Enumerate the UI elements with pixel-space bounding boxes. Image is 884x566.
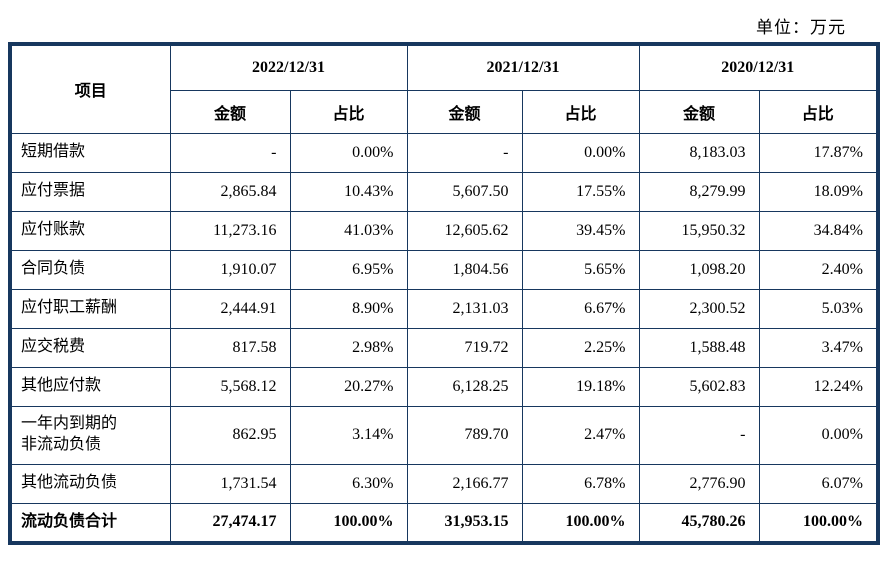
amount-cell: 2,300.52 bbox=[638, 288, 760, 329]
ratio-cell: 19.18% bbox=[521, 366, 640, 407]
ratio-header-2020: 占比 bbox=[758, 89, 879, 134]
ratio-cell: 5.65% bbox=[521, 249, 640, 290]
ratio-cell: 2.40% bbox=[758, 249, 879, 290]
item-cell: 一年内到期的 非流动负债 bbox=[9, 405, 171, 465]
table-row: 其他应付款 5,568.12 20.27% 6,128.25 19.18% 5,… bbox=[9, 366, 879, 407]
item-cell: 应付账款 bbox=[9, 210, 171, 251]
date-header-2021: 2021/12/31 bbox=[406, 43, 640, 91]
unit-label: 单位：万元 bbox=[756, 18, 846, 37]
ratio-cell: 41.03% bbox=[289, 210, 408, 251]
ratio-cell: 6.95% bbox=[289, 249, 408, 290]
amount-cell: 31,953.15 bbox=[406, 502, 523, 544]
ratio-cell: 6.07% bbox=[758, 463, 879, 504]
ratio-cell: 34.84% bbox=[758, 210, 879, 251]
amount-cell: 5,602.83 bbox=[638, 366, 760, 407]
amount-cell: 1,804.56 bbox=[406, 249, 523, 290]
table-row: 短期借款 - 0.00% - 0.00% 8,183.03 17.87% bbox=[9, 132, 879, 173]
item-column-header: 项目 bbox=[9, 43, 171, 134]
ratio-cell: 5.03% bbox=[758, 288, 879, 329]
amount-cell: 6,128.25 bbox=[406, 366, 523, 407]
amount-cell: 15,950.32 bbox=[638, 210, 760, 251]
ratio-cell: 2.25% bbox=[521, 327, 640, 368]
item-cell: 其他应付款 bbox=[9, 366, 171, 407]
ratio-cell: 0.00% bbox=[521, 132, 640, 173]
table-row: 合同负债 1,910.07 6.95% 1,804.56 5.65% 1,098… bbox=[9, 249, 879, 290]
ratio-cell: 2.47% bbox=[521, 405, 640, 465]
table-row: 应付票据 2,865.84 10.43% 5,607.50 17.55% 8,2… bbox=[9, 171, 879, 212]
amount-cell: 2,166.77 bbox=[406, 463, 523, 504]
amount-cell: 2,131.03 bbox=[406, 288, 523, 329]
ratio-cell: 12.24% bbox=[758, 366, 879, 407]
ratio-cell: 18.09% bbox=[758, 171, 879, 212]
ratio-cell: 8.90% bbox=[289, 288, 408, 329]
item-cell: 流动负债合计 bbox=[9, 502, 171, 544]
ratio-cell: 39.45% bbox=[521, 210, 640, 251]
amount-cell: 2,444.91 bbox=[169, 288, 291, 329]
ratio-header-2021: 占比 bbox=[521, 89, 640, 134]
amount-cell: 817.58 bbox=[169, 327, 291, 368]
ratio-cell: 6.78% bbox=[521, 463, 640, 504]
item-cell: 应付职工薪酬 bbox=[9, 288, 171, 329]
header-row-dates: 项目 2022/12/31 2021/12/31 2020/12/31 bbox=[9, 43, 879, 134]
table-row: 一年内到期的 非流动负债 862.95 3.14% 789.70 2.47% -… bbox=[9, 405, 879, 465]
item-cell: 应交税费 bbox=[9, 327, 171, 368]
amount-cell: 789.70 bbox=[406, 405, 523, 465]
amount-cell: - bbox=[169, 132, 291, 173]
ratio-cell: 10.43% bbox=[289, 171, 408, 212]
amount-cell: 1,731.54 bbox=[169, 463, 291, 504]
table-row-total: 流动负债合计 27,474.17 100.00% 31,953.15 100.0… bbox=[9, 502, 879, 544]
ratio-cell: 17.87% bbox=[758, 132, 879, 173]
ratio-cell: 6.30% bbox=[289, 463, 408, 504]
amount-cell: 2,865.84 bbox=[169, 171, 291, 212]
amount-cell: 12,605.62 bbox=[406, 210, 523, 251]
amount-cell: 1,098.20 bbox=[638, 249, 760, 290]
amount-cell: 862.95 bbox=[169, 405, 291, 465]
item-cell: 应付票据 bbox=[9, 171, 171, 212]
date-header-2022: 2022/12/31 bbox=[169, 43, 408, 91]
amount-cell: 8,279.99 bbox=[638, 171, 760, 212]
table-row: 应付职工薪酬 2,444.91 8.90% 2,131.03 6.67% 2,3… bbox=[9, 288, 879, 329]
date-header-2020: 2020/12/31 bbox=[638, 43, 879, 91]
ratio-cell: 20.27% bbox=[289, 366, 408, 407]
amount-cell: - bbox=[406, 132, 523, 173]
item-cell: 其他流动负债 bbox=[9, 463, 171, 504]
amount-cell: 11,273.16 bbox=[169, 210, 291, 251]
amount-cell: 1,910.07 bbox=[169, 249, 291, 290]
ratio-cell: 3.14% bbox=[289, 405, 408, 465]
amount-cell: 5,607.50 bbox=[406, 171, 523, 212]
amount-cell: 719.72 bbox=[406, 327, 523, 368]
ratio-cell: 100.00% bbox=[758, 502, 879, 544]
amount-header-2022: 金额 bbox=[169, 89, 291, 134]
ratio-cell: 0.00% bbox=[758, 405, 879, 465]
liabilities-table: 项目 2022/12/31 2021/12/31 2020/12/31 金额 占… bbox=[8, 42, 880, 545]
amount-header-2020: 金额 bbox=[638, 89, 760, 134]
ratio-cell: 100.00% bbox=[521, 502, 640, 544]
ratio-cell: 3.47% bbox=[758, 327, 879, 368]
ratio-cell: 17.55% bbox=[521, 171, 640, 212]
table-row: 应交税费 817.58 2.98% 719.72 2.25% 1,588.48 … bbox=[9, 327, 879, 368]
amount-cell: 8,183.03 bbox=[638, 132, 760, 173]
amount-cell: 27,474.17 bbox=[169, 502, 291, 544]
header-row-subcolumns: 金额 占比 金额 占比 金额 占比 bbox=[10, 89, 879, 134]
ratio-cell: 6.67% bbox=[521, 288, 640, 329]
amount-header-2021: 金额 bbox=[406, 89, 523, 134]
amount-cell: 2,776.90 bbox=[638, 463, 760, 504]
ratio-cell: 100.00% bbox=[289, 502, 408, 544]
table-row: 其他流动负债 1,731.54 6.30% 2,166.77 6.78% 2,7… bbox=[9, 463, 879, 504]
ratio-cell: 2.98% bbox=[289, 327, 408, 368]
amount-cell: 1,588.48 bbox=[638, 327, 760, 368]
amount-cell: 5,568.12 bbox=[169, 366, 291, 407]
amount-cell: 45,780.26 bbox=[638, 502, 760, 544]
amount-cell: - bbox=[638, 405, 760, 465]
item-cell: 短期借款 bbox=[9, 132, 171, 173]
ratio-cell: 0.00% bbox=[289, 132, 408, 173]
table-row: 应付账款 11,273.16 41.03% 12,605.62 39.45% 1… bbox=[9, 210, 879, 251]
ratio-header-2022: 占比 bbox=[289, 89, 408, 134]
item-cell: 合同负债 bbox=[9, 249, 171, 290]
